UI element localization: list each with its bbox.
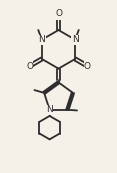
Text: O: O — [26, 62, 33, 71]
Text: N: N — [38, 35, 45, 44]
Text: N: N — [72, 35, 79, 44]
Text: O: O — [84, 62, 91, 71]
Text: N: N — [46, 105, 53, 114]
Text: O: O — [55, 10, 62, 19]
